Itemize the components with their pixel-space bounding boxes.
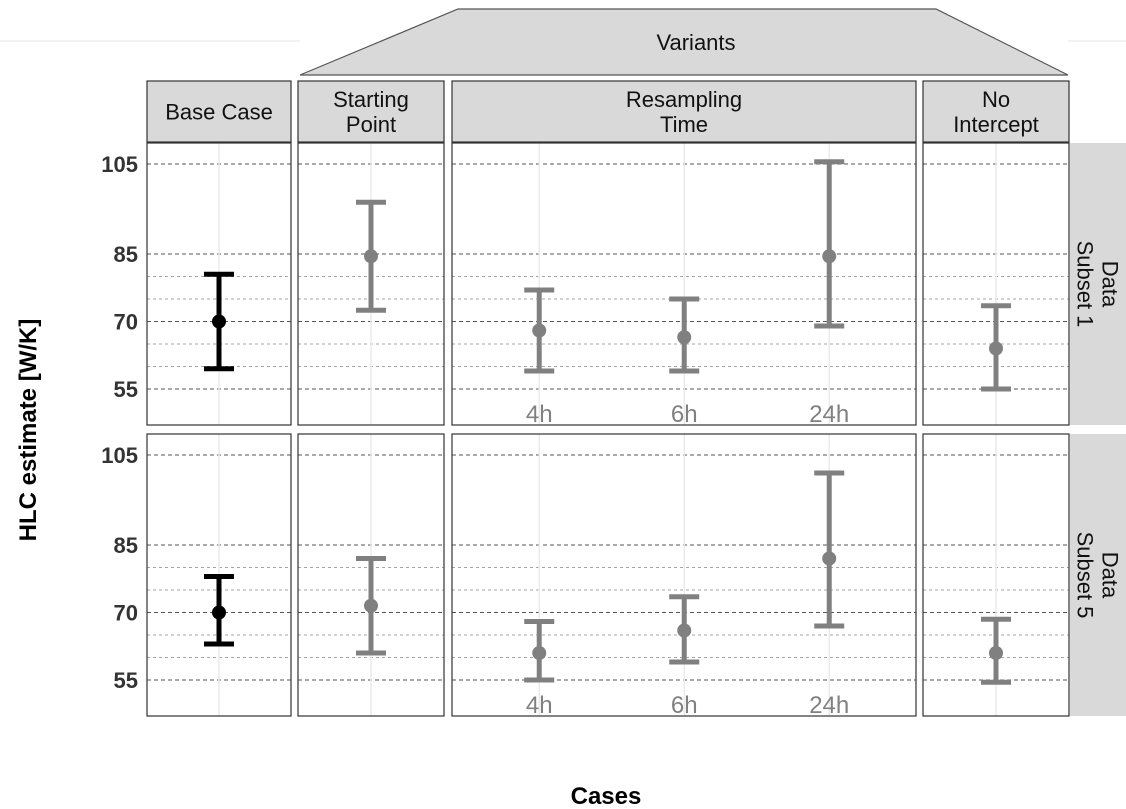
text-layer: 4h 6h 24h 4h 6h 24h 55 70 85 105 55 70 85 105 xyxy=(101,152,849,719)
point-label: 24h xyxy=(809,692,849,719)
point-label: 6h xyxy=(671,692,698,719)
column-strip-label: Time xyxy=(660,112,708,137)
estimate-point xyxy=(677,330,692,345)
estimate-point xyxy=(822,249,837,264)
estimate-point xyxy=(989,341,1003,356)
panel-frame xyxy=(451,142,917,426)
column-strip-label: Base Case xyxy=(165,100,273,125)
y-tick-label: 70 xyxy=(114,601,138,626)
y-tick-label: 55 xyxy=(114,377,138,402)
panel-frame xyxy=(297,433,445,717)
row-strip xyxy=(1070,434,1126,716)
y-tick-label: 105 xyxy=(101,443,138,468)
row-strip-label: Subset 1 xyxy=(1073,241,1098,328)
y-tick-label: 70 xyxy=(114,310,138,335)
estimate-point xyxy=(532,646,547,660)
estimate-point xyxy=(212,314,226,329)
estimate-point xyxy=(677,623,692,638)
estimate-point xyxy=(532,323,547,338)
column-strip xyxy=(146,80,292,143)
row-strip-label: Data xyxy=(1098,552,1123,599)
y-tick-label: 85 xyxy=(114,533,138,558)
estimate-point xyxy=(364,249,378,264)
point-label: 4h xyxy=(526,692,553,719)
variants-label: Variants xyxy=(656,30,735,55)
column-strip xyxy=(451,80,917,143)
x-axis-title: Cases xyxy=(571,783,642,809)
column-strip-label: Resampling xyxy=(626,87,742,112)
variants-header xyxy=(299,8,1069,76)
row-strip-label: Data xyxy=(1098,261,1123,308)
panel-frame xyxy=(922,142,1070,426)
y-tick-label: 105 xyxy=(101,152,138,177)
point-label: 4h xyxy=(526,401,553,428)
point-label: 24h xyxy=(809,401,849,428)
column-strip xyxy=(922,80,1070,143)
column-strip-label: Intercept xyxy=(953,112,1039,137)
estimate-point xyxy=(364,598,378,613)
y-axis-title: HLC estimate [W/K] xyxy=(15,319,42,542)
data-marks xyxy=(204,159,1011,685)
y-tick-label: 85 xyxy=(114,242,138,267)
estimate-point xyxy=(212,605,226,620)
panel-frames xyxy=(146,142,1070,717)
point-label: 6h xyxy=(671,401,698,428)
column-strip-label: Point xyxy=(346,112,396,137)
column-strip-label: Starting xyxy=(333,87,409,112)
panel-frame xyxy=(451,433,917,717)
row-strip xyxy=(1070,143,1126,425)
panel-frame xyxy=(146,142,292,426)
column-strip-label: No xyxy=(982,87,1010,112)
estimate-point xyxy=(989,646,1003,660)
column-strip xyxy=(297,80,445,143)
panel-frame xyxy=(297,142,445,426)
panel-frame xyxy=(146,433,292,717)
row-strip-label: Subset 5 xyxy=(1073,532,1098,619)
panel-frame xyxy=(922,433,1070,717)
y-tick-label: 55 xyxy=(114,668,138,693)
estimate-point xyxy=(822,551,837,566)
